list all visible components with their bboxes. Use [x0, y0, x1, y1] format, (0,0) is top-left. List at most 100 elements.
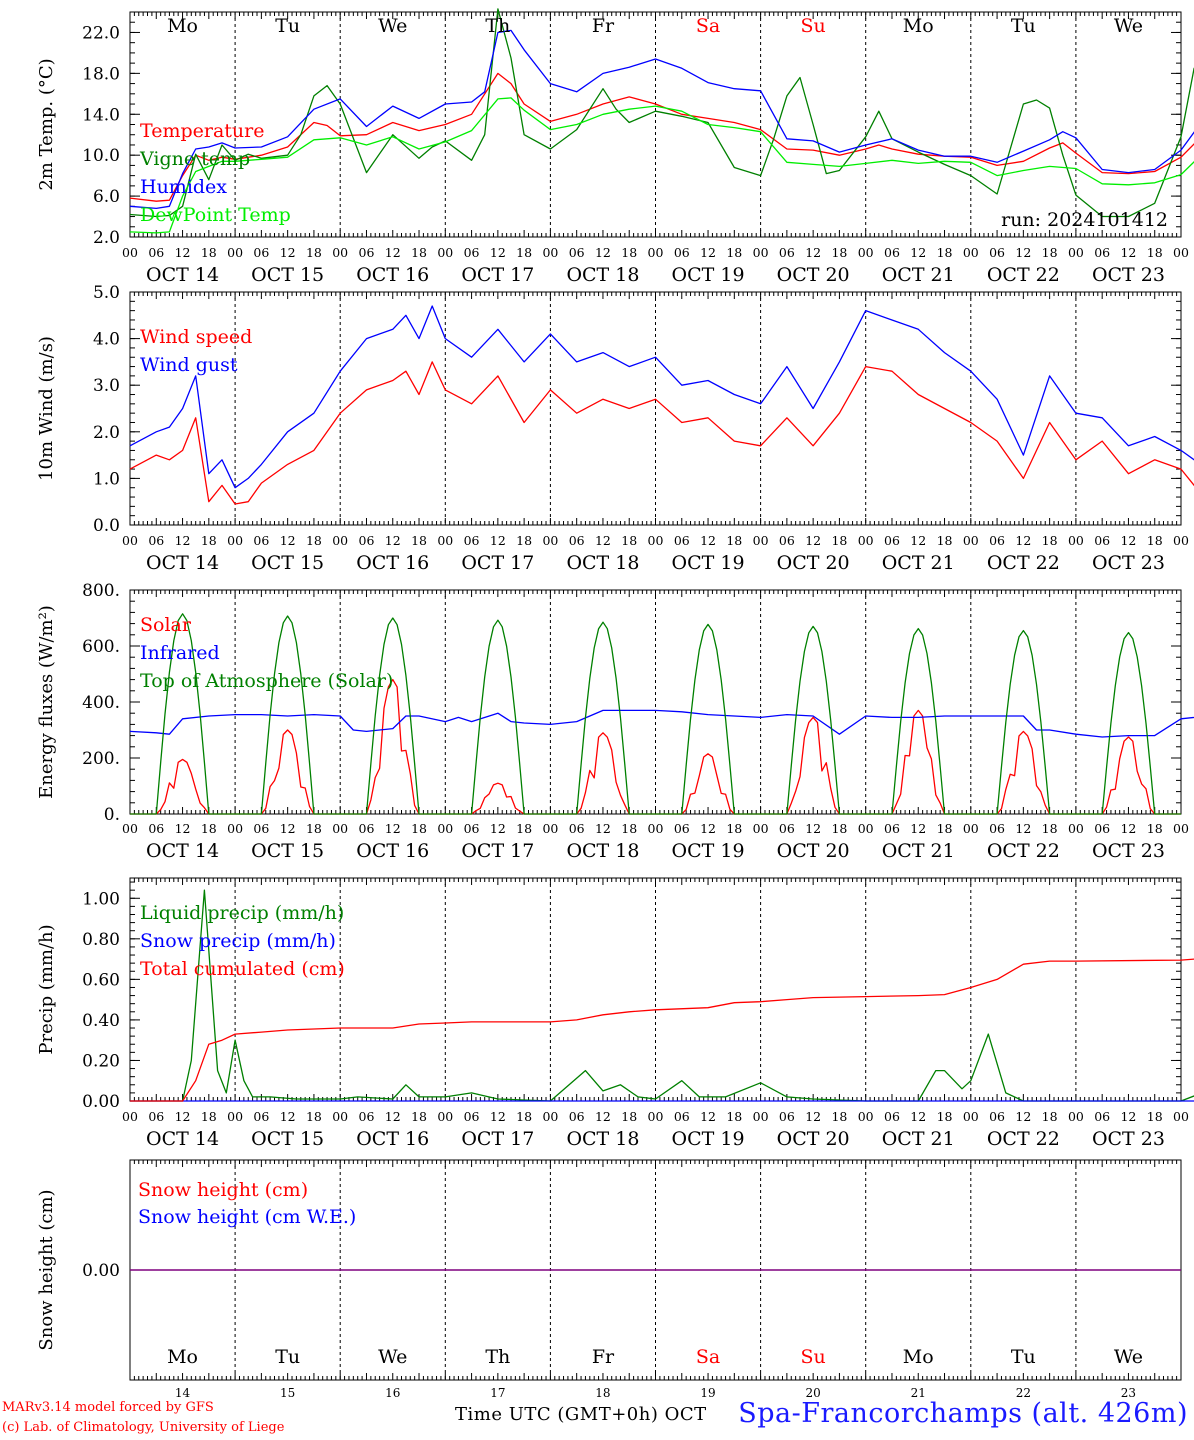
day-number-label: 14 — [175, 1386, 191, 1400]
weekday-label: Mo — [167, 15, 198, 37]
energy-y-tick-label: 200. — [82, 749, 120, 769]
date-label: OCT 17 — [461, 1128, 534, 1150]
hour-label: 12 — [280, 533, 296, 548]
hour-label: 18 — [1042, 1109, 1058, 1124]
hour-label: 06 — [253, 821, 269, 836]
hour-label: 00 — [122, 245, 138, 260]
hour-label: 00 — [1068, 245, 1084, 260]
hour-label: 12 — [175, 1109, 191, 1124]
precip-y-tick-label: 1.00 — [82, 889, 120, 909]
weekday-label: We — [378, 1346, 407, 1368]
precip-legend-entry: Liquid precip (mm/h) — [140, 902, 344, 924]
hour-label: 00 — [332, 821, 348, 836]
hour-label: 12 — [910, 533, 926, 548]
temp-y-tick-label: 22.0 — [82, 23, 120, 43]
hour-label: 12 — [1120, 1109, 1136, 1124]
hour-label: 12 — [595, 821, 611, 836]
hour-label: 06 — [1094, 821, 1110, 836]
day-number-label: 22 — [1016, 1386, 1031, 1400]
hour-label: 00 — [858, 533, 874, 548]
hour-label: 00 — [437, 245, 453, 260]
hour-label: 12 — [490, 245, 506, 260]
hour-label: 06 — [464, 1109, 480, 1124]
day-number-label: 20 — [806, 1386, 821, 1400]
wind-legend-entry: Wind gust — [140, 354, 238, 376]
hour-label: 06 — [674, 821, 690, 836]
hour-label: 12 — [700, 533, 716, 548]
hour-label: 12 — [175, 245, 191, 260]
hour-label: 18 — [1042, 245, 1058, 260]
date-label: OCT 15 — [251, 840, 324, 862]
date-label: OCT 17 — [461, 264, 534, 286]
weekday-label: Tu — [1011, 15, 1036, 37]
snow-legend-entry: Snow height (cm W.E.) — [138, 1206, 356, 1228]
date-label: OCT 15 — [251, 552, 324, 574]
hour-label: 18 — [726, 533, 742, 548]
temp-y-tick-label: 18.0 — [82, 64, 120, 84]
wind-panel: 0.0 1.0 2.0 3.0 4.0 5.0 10m Wind (m/s) 00 06 12 18… — [36, 283, 1194, 574]
energy-y-tick-label: 400. — [82, 693, 120, 713]
hour-label: 18 — [411, 1109, 427, 1124]
hour-label: 12 — [490, 821, 506, 836]
day-number-label: 19 — [700, 1386, 715, 1400]
hour-label: 00 — [753, 1109, 769, 1124]
hour-label: 12 — [1015, 533, 1031, 548]
hour-label: 06 — [884, 245, 900, 260]
hour-label: 18 — [726, 1109, 742, 1124]
date-label: OCT 20 — [777, 264, 850, 286]
weekday-label: Fr — [592, 15, 615, 37]
temp-legend-entry: Vigne temp — [139, 148, 250, 170]
weekday-label: Mo — [903, 1346, 934, 1368]
hour-label: 00 — [542, 1109, 558, 1124]
hour-label: 00 — [1173, 1109, 1189, 1124]
hour-label: 18 — [201, 533, 217, 548]
date-label: OCT 18 — [566, 1128, 639, 1150]
hour-label: 06 — [779, 1109, 795, 1124]
date-label: OCT 16 — [356, 840, 429, 862]
hour-label: 06 — [148, 533, 164, 548]
date-label: OCT 14 — [146, 552, 219, 574]
hour-label: 00 — [648, 821, 664, 836]
hour-label: 18 — [621, 245, 637, 260]
hour-label: 12 — [805, 821, 821, 836]
hour-label: 06 — [779, 533, 795, 548]
hour-label: 18 — [621, 533, 637, 548]
hour-label: 12 — [490, 1109, 506, 1124]
wind-y-tick-label: 5.0 — [93, 283, 120, 303]
date-label: OCT 14 — [146, 840, 219, 862]
snow-panel: 0.00 Snow height (cm) Snow height (cm) Snow… — [36, 1159, 1182, 1400]
hour-label: 12 — [805, 533, 821, 548]
hour-label: 00 — [332, 245, 348, 260]
hour-label: 00 — [227, 821, 243, 836]
hour-label: 18 — [1147, 821, 1163, 836]
hour-label: 12 — [280, 1109, 296, 1124]
hour-label: 12 — [280, 821, 296, 836]
hour-label: 06 — [989, 1109, 1005, 1124]
hour-label: 06 — [148, 245, 164, 260]
wind-legend-entry: Wind speed — [140, 326, 252, 348]
run-label: run: 2024101412 — [1001, 209, 1168, 231]
weekday-label: Th — [485, 15, 510, 37]
hour-label: 00 — [542, 821, 558, 836]
date-label: OCT 16 — [356, 264, 429, 286]
hour-label: 18 — [306, 821, 322, 836]
energy-legend-entry: Infrared — [140, 642, 220, 664]
day-number-label: 17 — [490, 1386, 505, 1400]
hour-label: 18 — [831, 245, 847, 260]
wind-y-tick-label: 3.0 — [93, 376, 120, 396]
hour-label: 18 — [306, 245, 322, 260]
day-number-label: 16 — [385, 1386, 400, 1400]
hour-label: 12 — [280, 245, 296, 260]
hour-label: 18 — [411, 245, 427, 260]
hour-label: 00 — [753, 533, 769, 548]
hour-label: 00 — [227, 533, 243, 548]
hour-label: 18 — [306, 1109, 322, 1124]
hour-label: 00 — [122, 821, 138, 836]
hour-label: 12 — [805, 245, 821, 260]
hour-label: 00 — [963, 1109, 979, 1124]
date-label: OCT 16 — [356, 552, 429, 574]
hour-label: 12 — [1015, 245, 1031, 260]
temp-y-tick-label: 2.0 — [93, 228, 120, 248]
hour-label: 06 — [674, 533, 690, 548]
date-label: OCT 23 — [1092, 264, 1165, 286]
